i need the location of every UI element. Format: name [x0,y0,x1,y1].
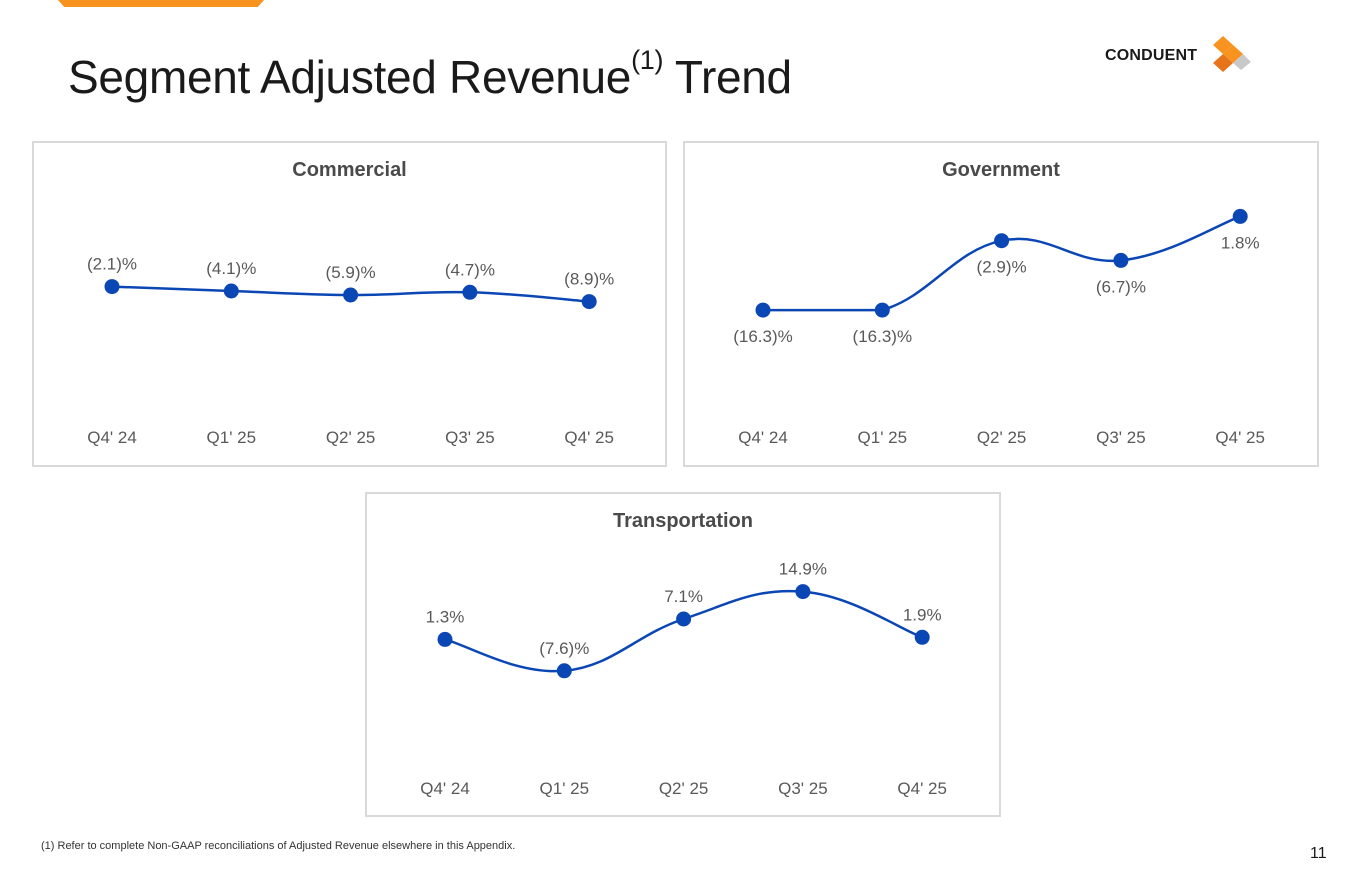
data-label: (16.3)% [733,327,793,346]
title-main: Segment Adjusted Revenue [68,51,632,103]
logo-mark-icon [1213,36,1251,72]
page-number: 11 [1310,845,1327,862]
x-tick-label: Q2' 25 [326,428,376,447]
x-tick-label: Q3' 25 [445,428,495,447]
chart-transportation: 1.3% Q4' 24 (7.6)% Q1' 25 7.1% Q2' 25 14.9% Q3'… [420,560,947,798]
x-tick-label: Q3' 25 [1096,428,1146,447]
x-tick-label: Q4' 25 [1215,428,1265,447]
data-point [104,279,120,295]
data-point [1232,208,1248,224]
title-tail: Trend [663,51,792,103]
data-label: 1.9% [903,605,942,624]
data-label: (7.6)% [539,639,589,658]
data-point [994,233,1010,249]
x-tick-label: Q4' 25 [897,779,947,798]
data-label: (4.7)% [445,260,495,279]
title-footnote-marker: (1) [631,45,664,75]
page-title: Segment Adjusted Revenue(1) Trend [68,47,792,104]
data-point [581,294,597,310]
data-point [343,287,359,303]
x-tick-label: Q2' 25 [977,428,1027,447]
x-tick-label: Q2' 25 [659,779,709,798]
data-label: (5.9)% [326,263,376,282]
x-tick-label: Q3' 25 [778,779,828,798]
x-tick-label: Q4' 25 [564,428,614,447]
data-label: (6.7)% [1096,277,1146,296]
accent-bar [58,0,264,7]
x-tick-label: Q1' 25 [858,428,908,447]
x-tick-label: Q4' 24 [738,428,788,447]
data-point [1113,252,1129,268]
data-point [462,284,478,300]
data-point [755,302,771,318]
chart-title: Transportation [612,510,753,532]
data-label: 14.9% [779,560,827,579]
logo-text: CONDUENT [1105,47,1198,64]
data-label: (16.3)% [853,327,913,346]
data-label: (2.1)% [87,255,137,274]
data-point [795,584,811,600]
data-point [223,283,239,299]
x-tick-label: Q4' 24 [420,779,470,798]
data-label: (2.9)% [977,258,1027,277]
data-point [437,631,453,647]
footnote: (1) Refer to complete Non-GAAP reconcili… [41,840,516,852]
chart-panel-commercial: Commercial (2.1)% Q4' 24 (4.1)% Q1' 25 (5.9)… [32,141,667,467]
x-tick-label: Q1' 25 [207,428,257,447]
data-point [676,611,692,627]
chart-government: (16.3)% Q4' 24 (16.3)% Q1' 25 (2.9)% Q2' 25 (6… [733,208,1265,447]
chart-panel-government: Government (16.3)% Q4' 24 (16.3)% Q1' 25 (2.… [683,141,1319,467]
data-label: 7.1% [664,587,703,606]
data-point [556,663,572,679]
x-tick-label: Q4' 24 [87,428,137,447]
chart-title: Government [942,159,1060,181]
data-point [874,302,890,318]
data-label: 1.3% [426,607,465,626]
data-label: (8.9)% [564,270,614,289]
chart-commercial: (2.1)% Q4' 24 (4.1)% Q1' 25 (5.9)% Q2' 25 (4.7… [87,255,614,447]
x-tick-label: Q1' 25 [540,779,590,798]
data-label: (4.1)% [206,259,256,278]
company-logo: CONDUENT [1105,34,1255,74]
chart-panel-transportation: Transportation 1.3% Q4' 24 (7.6)% Q1' 25 7.1… [365,492,1001,817]
chart-title: Commercial [292,159,407,181]
data-label: 1.8% [1221,233,1260,252]
data-point [914,629,930,645]
